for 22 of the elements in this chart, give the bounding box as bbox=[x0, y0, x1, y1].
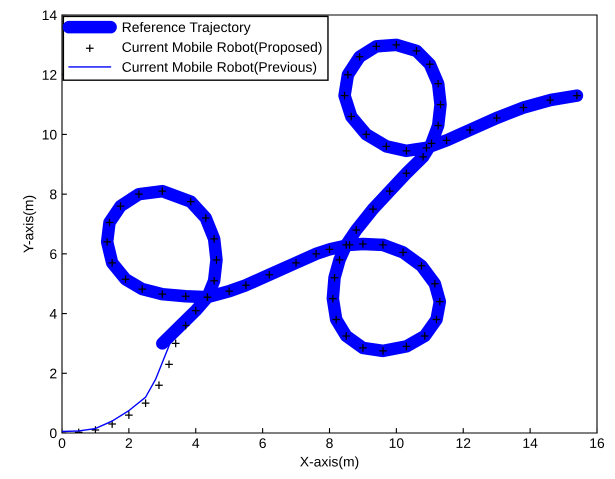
x-tick-label: 12 bbox=[456, 438, 470, 448]
y-tick-label: 6 bbox=[50, 249, 57, 260]
y-tick-label: 8 bbox=[50, 189, 57, 200]
legend-label: Current Mobile Robot(Previous) bbox=[122, 62, 316, 75]
x-tick-label: 16 bbox=[590, 438, 604, 448]
y-tick-label: 0 bbox=[50, 428, 57, 438]
legend-label: Reference Trajectory bbox=[122, 22, 251, 35]
y-tick-label: 14 bbox=[42, 10, 57, 20]
y-axis-title: Y-axis(m) bbox=[23, 196, 36, 253]
x-tick-label: 14 bbox=[523, 438, 538, 448]
y-tick-label: 10 bbox=[42, 130, 57, 140]
legend-label: Current Mobile Robot(Proposed) bbox=[122, 42, 322, 55]
x-tick-label: 4 bbox=[192, 438, 200, 448]
x-tick-label: 0 bbox=[58, 438, 66, 448]
x-tick-label: 2 bbox=[126, 438, 132, 448]
x-tick-label: 6 bbox=[259, 438, 266, 448]
x-tick-label: 10 bbox=[390, 438, 404, 448]
y-tick-label: 12 bbox=[42, 70, 56, 80]
x-tick-label: 8 bbox=[326, 438, 333, 448]
y-tick-label: 2 bbox=[50, 368, 56, 378]
y-tick-label: 4 bbox=[50, 309, 57, 319]
x-axis-title: X-axis(m) bbox=[300, 456, 358, 470]
